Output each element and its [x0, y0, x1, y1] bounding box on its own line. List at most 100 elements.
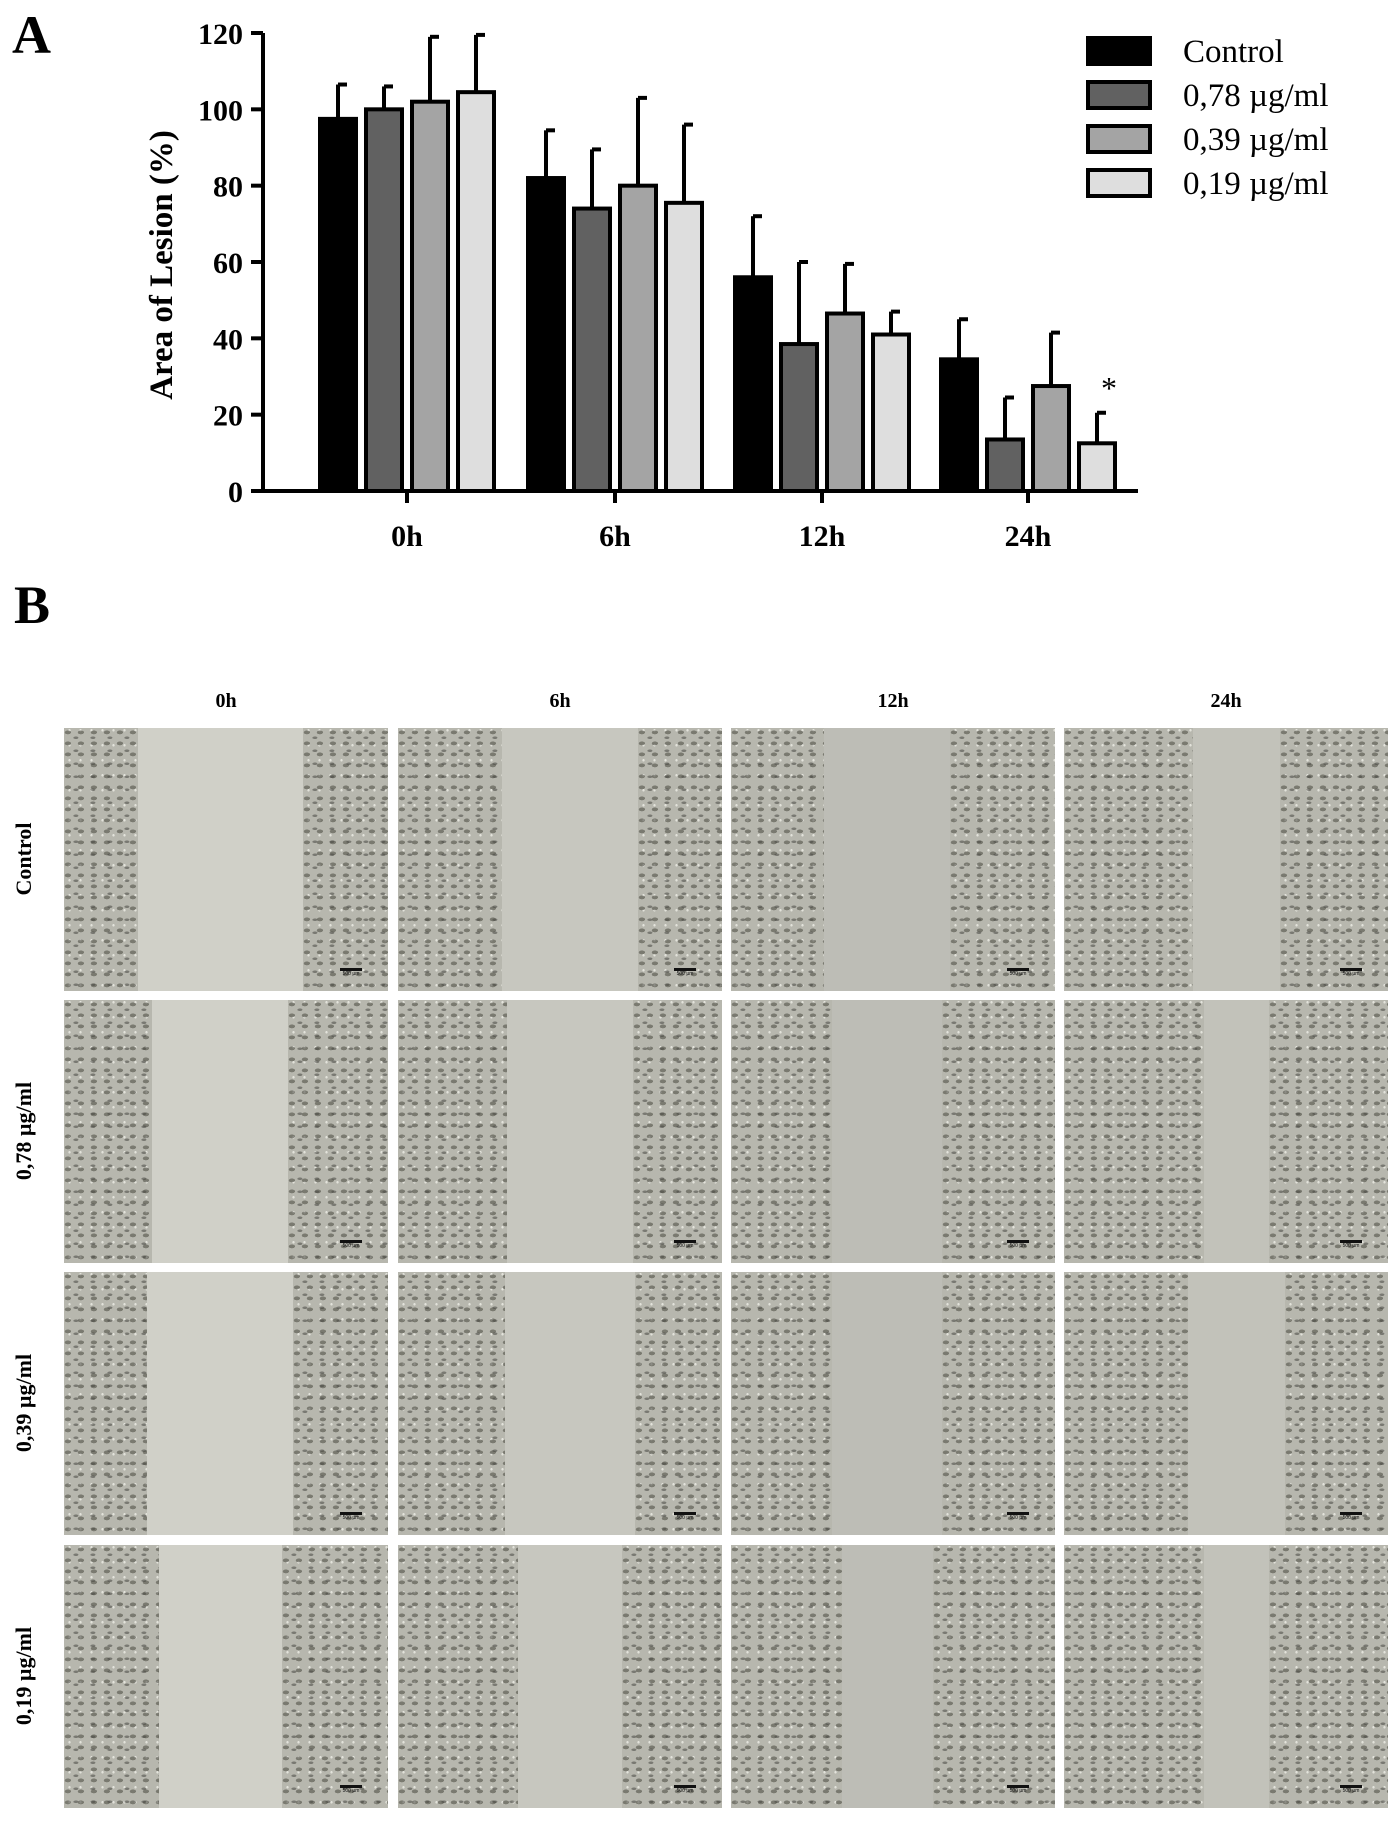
wound-gap: [159, 1545, 282, 1808]
legend: Control 0,78 µg/ml 0,39 µg/ml 0,19 µg/ml: [1086, 34, 1329, 202]
wound-gap: [824, 728, 950, 991]
cell-monolayer-left: [1064, 1000, 1204, 1263]
micrograph-column-label: 24h: [1210, 690, 1242, 712]
legend-label-s0: Control: [1183, 34, 1284, 70]
bar-0h-s3: [456, 90, 496, 494]
cell-monolayer-left: [731, 728, 824, 991]
legend-swatch-s1: [1086, 80, 1152, 110]
micrograph-row-label: 0,19 µg/ml: [11, 1626, 36, 1726]
cell-monolayer-left: [731, 1545, 842, 1808]
wound-gap: [147, 1272, 293, 1535]
micrograph: 500 µm: [64, 1545, 388, 1808]
scale-bar: 500 µm: [340, 1240, 362, 1253]
cell-monolayer-right: [1285, 1272, 1388, 1535]
micrograph: 500 µm: [731, 1545, 1055, 1808]
bar-24h-s2: [1031, 384, 1071, 493]
cell-monolayer-right: [1269, 1545, 1388, 1808]
wound-gap: [1188, 1272, 1285, 1535]
micrograph: 500 µm: [398, 728, 722, 991]
bar-0h-s1: [364, 107, 404, 493]
scale-bar: 500 µm: [1007, 1240, 1029, 1253]
wound-gap: [507, 1000, 633, 1263]
y-tick-label-20: 20: [213, 400, 243, 433]
micrograph: 500 µm: [1064, 1545, 1388, 1808]
x-tick-label-12h: 12h: [799, 520, 846, 553]
cell-monolayer-right: [622, 1545, 722, 1808]
bar-24h-s0: [939, 357, 979, 494]
cell-monolayer-left: [398, 1272, 505, 1535]
bar-6h-s0: [526, 176, 566, 494]
cell-monolayer-left: [64, 1000, 152, 1263]
cell-monolayer-right: [635, 1272, 722, 1535]
scale-bar: 500 µm: [674, 968, 696, 981]
x-tick-label-0h: 0h: [391, 520, 423, 553]
wound-gap: [1204, 1545, 1269, 1808]
cell-monolayer-left: [64, 728, 138, 991]
micrograph: 500 µm: [1064, 1000, 1388, 1263]
micrograph: 500 µm: [398, 1545, 722, 1808]
cell-monolayer-left: [398, 1545, 518, 1808]
bar-0h-s2: [410, 99, 450, 493]
micrograph: 500 µm: [398, 1000, 722, 1263]
y-tick-label-40: 40: [213, 323, 243, 356]
micrograph: 500 µm: [64, 1000, 388, 1263]
micrograph: 500 µm: [398, 1272, 722, 1535]
scale-bar: 500 µm: [1007, 968, 1029, 981]
y-tick-label-60: 60: [213, 247, 243, 280]
wound-gap: [1193, 728, 1280, 991]
y-tick-label-80: 80: [213, 171, 243, 204]
scale-bar: 500 µm: [1340, 1512, 1362, 1525]
cell-monolayer-left: [1064, 1545, 1204, 1808]
x-tick-label-6h: 6h: [599, 520, 631, 553]
bar-24h-s1: [985, 437, 1025, 494]
cell-monolayer-right: [950, 728, 1055, 991]
cell-monolayer-left: [1064, 728, 1193, 991]
y-tick-label-100: 100: [198, 94, 243, 127]
scale-bar: 500 µm: [1007, 1512, 1029, 1525]
scale-bar: 500 µm: [340, 1785, 362, 1798]
cell-monolayer-left: [731, 1000, 832, 1263]
y-tick-label-120: 120: [198, 18, 243, 51]
micrograph: 500 µm: [64, 728, 388, 991]
legend-swatch-s2: [1086, 124, 1152, 154]
micrograph: 500 µm: [1064, 1272, 1388, 1535]
cell-monolayer-right: [288, 1000, 388, 1263]
micrograph-column-label: 12h: [877, 690, 909, 712]
bar-chart: 0h 6h 12h 24h 0 20 40 60 80 100 120 * Control 0,78 µ…: [144, 18, 1329, 553]
cell-monolayer-right: [282, 1545, 388, 1808]
cell-monolayer-right: [942, 1272, 1055, 1535]
cell-monolayer-left: [731, 1272, 832, 1535]
y-tick-label-0: 0: [228, 476, 243, 509]
wound-gap: [502, 728, 638, 991]
micrograph-column-label: 6h: [549, 690, 571, 712]
micrograph-row-label: 0,39 µg/ml: [11, 1353, 36, 1453]
bar-12h-s1: [779, 342, 819, 493]
wound-gap: [152, 1000, 288, 1263]
cell-monolayer-left: [398, 1000, 507, 1263]
cell-monolayer-right: [933, 1545, 1055, 1808]
cell-monolayer-right: [633, 1000, 722, 1263]
panel-b-letter: B: [14, 575, 51, 635]
bar-0h-s0: [318, 116, 358, 493]
wound-gap: [138, 728, 303, 991]
cell-monolayer-right: [942, 1000, 1055, 1263]
cell-monolayer-right: [1269, 1000, 1388, 1263]
legend-label-s2: 0,39 µg/ml: [1183, 122, 1329, 158]
scale-bar: 500 µm: [1340, 1785, 1362, 1798]
cell-monolayer-right: [638, 728, 722, 991]
x-tick-label-24h: 24h: [1005, 520, 1052, 553]
micrograph: 500 µm: [1064, 728, 1388, 991]
micrograph-row-label: Control: [11, 822, 36, 896]
panel-a-letter: A: [12, 5, 51, 65]
cell-monolayer-left: [398, 728, 502, 991]
bar-6h-s2: [618, 183, 658, 494]
axes-layer: 0h 6h 12h 24h 0 20 40 60 80 100 120 *: [198, 18, 1138, 553]
wound-gap: [832, 1000, 942, 1263]
micrograph: 500 µm: [731, 1272, 1055, 1535]
scale-bar: 500 µm: [674, 1785, 696, 1798]
legend-label-s1: 0,78 µg/ml: [1183, 78, 1329, 114]
legend-swatch-s0: [1086, 36, 1152, 66]
bar-24h-s3: [1077, 441, 1117, 493]
cell-monolayer-right: [1280, 728, 1388, 991]
bar-6h-s1: [572, 206, 612, 493]
